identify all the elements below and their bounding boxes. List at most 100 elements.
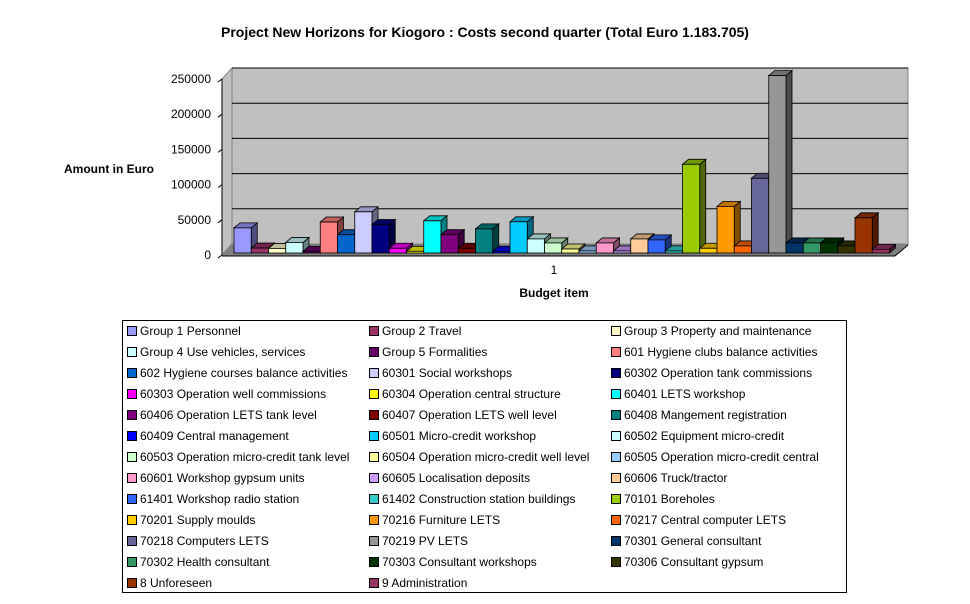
x-axis-label: Budget item	[519, 286, 588, 300]
legend-swatch	[127, 494, 137, 504]
y-tick-label: 200000	[171, 107, 211, 121]
legend-item: 61402 Construction station buildings	[369, 492, 575, 506]
legend-item: 61401 Workshop radio station	[127, 492, 299, 506]
bar	[508, 215, 535, 254]
y-tick-mark	[217, 148, 223, 153]
bar	[767, 69, 794, 254]
legend-label: 60302 Operation tank commissions	[624, 366, 813, 380]
legend-item: 70219 PV LETS	[369, 534, 468, 548]
legend-label: 70201 Supply moulds	[140, 513, 256, 527]
legend-swatch	[127, 536, 137, 546]
legend-swatch	[611, 347, 621, 357]
legend-item: 601 Hygiene clubs balance activities	[611, 345, 817, 359]
legend-item: 60303 Operation well commissions	[127, 387, 326, 401]
bar-front	[406, 250, 425, 254]
bar-front	[820, 242, 839, 254]
legend-label: 60502 Equipment micro-credit	[624, 429, 785, 443]
legend-swatch	[611, 410, 621, 420]
y-tick-label: 100000	[171, 178, 211, 192]
bar-front	[716, 205, 735, 254]
legend-label: 60606 Truck/tractor	[624, 471, 728, 485]
back-wall	[231, 67, 909, 245]
bar	[871, 243, 897, 254]
bar	[681, 158, 707, 254]
x-axis-depth-line	[894, 244, 909, 257]
legend-item: 60408 Mangement registration	[611, 408, 787, 422]
bar-front	[371, 224, 390, 254]
legend-item: 60504 Operation micro-credit well level	[369, 450, 589, 464]
bar-front	[509, 221, 528, 254]
bar-front	[561, 248, 580, 254]
legend-item: 70303 Consultant workshops	[369, 555, 537, 569]
chart-title: Project New Horizons for Kiogoro : Costs…	[221, 24, 749, 40]
legend-label: 61401 Workshop radio station	[140, 492, 300, 506]
legend-item: 8 Unforeseen	[127, 576, 212, 590]
legend-item: 602 Hygiene courses balance activities	[127, 366, 347, 380]
bar-side	[785, 69, 793, 254]
bar	[595, 237, 621, 254]
bar-front	[492, 250, 511, 254]
legend-item: Group 3 Property and maintenance	[611, 324, 811, 338]
bar-front	[871, 248, 890, 254]
bar	[853, 211, 880, 254]
bar-front	[664, 250, 683, 254]
legend-swatch	[611, 473, 621, 483]
legend-label: 70101 Boreholes	[624, 492, 715, 506]
bar-front	[578, 250, 597, 254]
legend-item: Group 4 Use vehicles, services	[127, 345, 305, 359]
legend-label: 60409 Central management	[140, 429, 289, 443]
legend-item: Group 2 Travel	[369, 324, 461, 338]
y-tick-mark	[217, 78, 223, 83]
bar-front	[768, 75, 787, 254]
y-tick-mark	[217, 184, 223, 189]
legend-swatch	[369, 326, 379, 336]
bar-front	[440, 234, 459, 254]
bar-front	[544, 242, 563, 254]
legend-item: 60601 Workshop gypsum units	[127, 471, 305, 485]
legend-label: 60304 Operation central structure	[382, 387, 561, 401]
legend-label: 602 Hygiene courses balance activities	[140, 366, 348, 380]
legend-label: 60406 Operation LETS tank level	[140, 408, 317, 422]
legend-label: 60505 Operation micro-credit central	[624, 450, 819, 464]
legend-label: 60503 Operation micro-credit tank level	[140, 450, 350, 464]
bar	[439, 228, 466, 254]
legend-label: 70216 Furniture LETS	[382, 513, 501, 527]
legend-item: 60407 Operation LETS well level	[369, 408, 557, 422]
legend-item: 70301 General consultant	[611, 534, 761, 548]
legend-label: 70303 Consultant workshops	[382, 555, 537, 569]
legend-item: 70201 Supply moulds	[127, 513, 255, 527]
legend-swatch	[369, 410, 379, 420]
y-tick-mark	[217, 219, 223, 224]
legend-swatch	[369, 557, 379, 567]
bar-front	[475, 228, 494, 254]
bar-front	[837, 245, 856, 254]
legend-swatch	[369, 368, 379, 378]
legend-label: 8 Unforeseen	[140, 576, 213, 590]
legend-item: 60406 Operation LETS tank level	[127, 408, 317, 422]
legend-swatch	[369, 431, 379, 441]
legend-label: 70302 Health consultant	[140, 555, 270, 569]
bar	[474, 222, 500, 254]
legend-swatch	[369, 389, 379, 399]
legend-label: 60601 Workshop gypsum units	[140, 471, 305, 485]
legend-swatch	[127, 347, 137, 357]
y-axis-label: Amount in Euro	[64, 162, 154, 176]
legend-label: 70301 General consultant	[624, 534, 762, 548]
bar-front	[613, 250, 632, 254]
legend-item: 60409 Central management	[127, 429, 289, 443]
bar-front	[233, 227, 252, 254]
legend-label: 9 Administration	[382, 576, 468, 590]
y-tick-label: 0	[204, 248, 211, 262]
side-wall	[221, 66, 233, 257]
legend: Group 1 Personnel Group 2 Travel Group 3 P…	[122, 320, 847, 593]
legend-label: Group 4 Use vehicles, services	[140, 345, 306, 359]
legend-swatch	[127, 326, 137, 336]
legend-item: 70216 Furniture LETS	[369, 513, 500, 527]
bar-front	[388, 247, 407, 254]
legend-item: 60605 Localisation deposits	[369, 471, 530, 485]
bar-front	[250, 247, 269, 254]
legend-label: Group 2 Travel	[382, 324, 462, 338]
legend-swatch	[611, 389, 621, 399]
bar	[370, 218, 397, 254]
bar-front	[526, 238, 545, 254]
